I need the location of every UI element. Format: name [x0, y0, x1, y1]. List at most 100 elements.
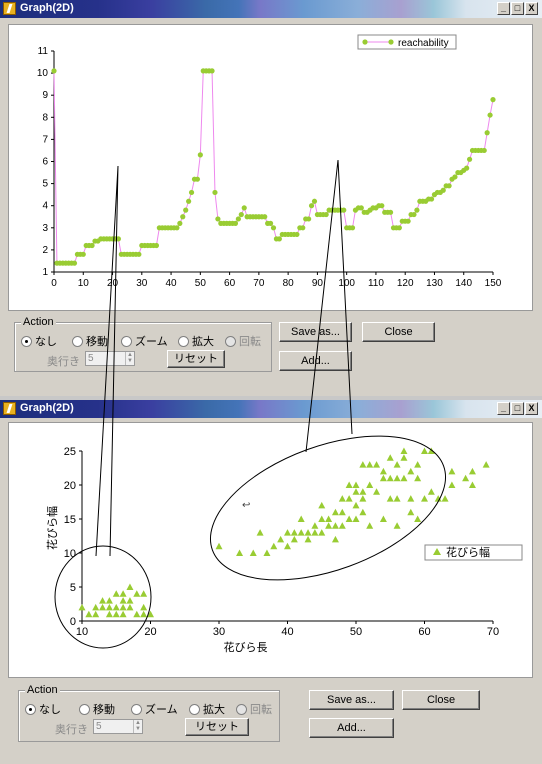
data-point [411, 211, 417, 218]
maximize-icon[interactable]: □ [511, 2, 524, 15]
radio-label: 拡大 [192, 336, 214, 348]
data-point [379, 467, 387, 475]
reset-button[interactable]: リセット [167, 350, 225, 368]
depth-label: 奥行き [47, 356, 80, 368]
x-tick-label: 20 [107, 278, 119, 289]
y-axis-label: 花びら幅 [46, 506, 59, 550]
radio-move[interactable]: 移動 [72, 333, 108, 349]
legend-marker [388, 39, 394, 45]
data-point [448, 467, 456, 475]
data-point [427, 488, 435, 495]
add-button[interactable]: Add... [309, 718, 394, 738]
app-icon [3, 402, 16, 415]
x-tick-label: 80 [283, 278, 295, 289]
radio-zoom[interactable]: ズーム [131, 701, 178, 717]
data-point [359, 488, 367, 495]
data-point [256, 529, 264, 536]
radio-circle[interactable] [72, 335, 83, 347]
radio-circle[interactable] [79, 703, 90, 715]
x-tick-label: 130 [426, 278, 443, 289]
radio-enlarge[interactable]: 拡大 [189, 701, 225, 717]
radio-circle[interactable] [25, 703, 36, 715]
y-tick-label: 9 [42, 90, 48, 101]
radio-circle[interactable] [178, 335, 189, 347]
data-point [105, 610, 113, 618]
radio-enlarge[interactable]: 拡大 [178, 333, 214, 349]
data-point [105, 597, 113, 604]
data-point [338, 495, 346, 502]
radio-circle[interactable] [121, 335, 132, 347]
graph-window-top: Graph(2D) _ □ X 1 2 3 4 5 6 7 8 9 10 11 0 10 20 30 40 50… [0, 0, 542, 396]
data-point [379, 515, 387, 522]
data-point [304, 529, 312, 536]
radio-rotate: 回転 [236, 701, 272, 717]
radio-none[interactable]: なし [21, 333, 57, 349]
data-point [174, 225, 180, 231]
data-point [318, 529, 326, 536]
x-tick-label: 50 [195, 278, 207, 289]
data-point [338, 508, 346, 516]
app-icon [3, 2, 16, 15]
data-point [99, 603, 107, 611]
data-point [345, 515, 353, 522]
spin-arrows-icon[interactable]: ▲ ▼ [125, 352, 134, 365]
reset-button[interactable]: リセット [185, 718, 249, 736]
radio-none[interactable]: なし [25, 701, 61, 717]
add-button[interactable]: Add... [279, 351, 352, 371]
x-tick-label: 20 [144, 626, 156, 638]
data-point [71, 260, 78, 266]
close-button[interactable]: Close [362, 322, 435, 342]
action-legend: Action [25, 684, 60, 696]
close-icon[interactable]: X [525, 402, 538, 415]
minimize-icon[interactable]: _ [497, 402, 510, 415]
data-point [421, 447, 428, 454]
close-button[interactable]: Close [402, 690, 480, 710]
minimize-icon[interactable]: _ [497, 2, 510, 15]
save-as-button[interactable]: Save as... [279, 322, 352, 342]
data-point [421, 495, 428, 502]
data-point [393, 461, 401, 468]
data-point [359, 508, 367, 516]
depth-value: 5 [88, 353, 94, 364]
legend-label: 花びら幅 [446, 546, 490, 559]
action-group: Action なし 移動 ズーム 拡大 回転 奥行き 5 ▲ ▼ リセット [18, 684, 280, 742]
data-point [276, 236, 282, 242]
data-point [427, 447, 435, 454]
radio-zoom[interactable]: ズーム [121, 333, 168, 349]
depth-spinner[interactable]: 5 ▲ ▼ [93, 719, 143, 734]
radio-move[interactable]: 移動 [79, 701, 115, 717]
reachability-plot[interactable]: 1 2 3 4 5 6 7 8 9 10 11 0 10 20 30 40 50 60 70 80 90 100 110 12… [8, 24, 533, 311]
save-as-button[interactable]: Save as... [309, 690, 394, 710]
y-tick-label: 25 [64, 446, 76, 458]
y-tick-label: 10 [64, 548, 76, 560]
radio-circle[interactable] [189, 703, 200, 715]
x-tick-label: 40 [166, 278, 178, 289]
spin-arrows-icon[interactable]: ▲ ▼ [133, 720, 142, 733]
data-point [153, 242, 160, 249]
data-point [393, 522, 401, 529]
radio-label: なし [35, 336, 57, 348]
data-point [99, 597, 107, 604]
radio-circle[interactable] [21, 335, 32, 347]
data-point [236, 549, 244, 556]
y-tick-label: 1 [42, 267, 48, 278]
y-tick-label: 2 [42, 245, 48, 256]
title-bar[interactable]: Graph(2D) _ □ X [0, 0, 542, 18]
data-point [140, 590, 148, 597]
data-point [140, 603, 148, 611]
radio-circle[interactable] [131, 703, 142, 715]
y-tick-label: 15 [64, 514, 76, 526]
title-bar[interactable]: Graph(2D) _ □ X [0, 400, 542, 418]
data-point [323, 211, 329, 218]
data-point [133, 610, 141, 618]
maximize-icon[interactable]: □ [511, 402, 524, 415]
data-point [318, 501, 326, 509]
data-point [407, 495, 415, 502]
depth-spinner[interactable]: 5 ▲ ▼ [85, 351, 135, 366]
petal-scatter-plot[interactable]: 0 5 10 15 20 25 10 20 30 40 50 60 70 花びら長 花びら幅 ↩ 花びら幅 [8, 422, 533, 678]
data-point [300, 225, 306, 231]
data-point [194, 176, 201, 182]
legend-label: reachability [398, 38, 449, 49]
data-point [180, 214, 186, 220]
close-icon[interactable]: X [525, 2, 538, 15]
